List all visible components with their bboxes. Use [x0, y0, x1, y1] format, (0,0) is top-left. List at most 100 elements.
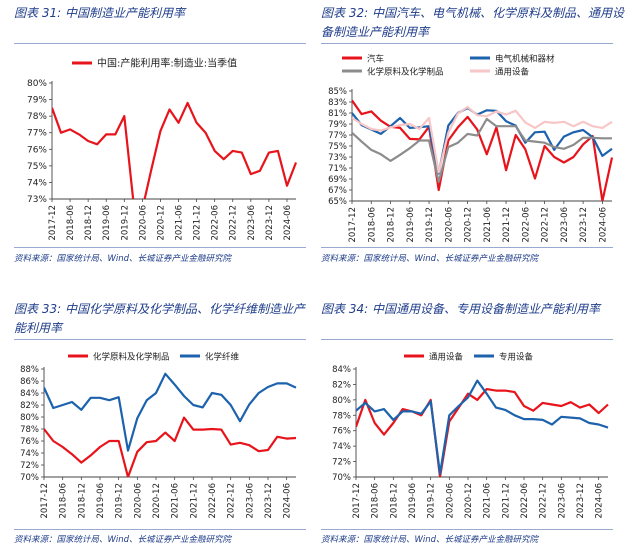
x-tick-label: 2022-12 — [227, 483, 237, 519]
x-tick-label: 2023-06 — [557, 483, 567, 519]
y-tick-label: 76% — [27, 145, 47, 155]
x-tick-label: 2022-06 — [520, 483, 530, 519]
y-tick-label: 80% — [20, 413, 39, 423]
y-tick-label: 81% — [328, 109, 347, 119]
x-tick-label: 2023-12 — [264, 483, 274, 519]
y-tick-label: 74% — [27, 178, 47, 188]
chart-3: 化学原料及化学制品 化学纤维 70% 72% 74% 76% 78% 80% 82% 84% 86%… — [20, 352, 297, 519]
y-tick-label: 78% — [20, 425, 39, 435]
x-tick-label: 2022-06 — [208, 483, 218, 519]
y-tick-label: 80% — [332, 396, 351, 406]
x-tick-label: 2024-06 — [283, 205, 293, 241]
x-tick-label: 2019-06 — [408, 483, 418, 519]
y-tick-label: 70% — [20, 473, 39, 483]
x-tick-label: 2018-06 — [66, 205, 76, 241]
figure-31-rule — [14, 43, 306, 44]
x-tick-label: 2021-12 — [502, 207, 512, 243]
y-tick-label: 75% — [27, 162, 47, 172]
series-line — [352, 106, 613, 175]
y-tick-label: 73% — [328, 153, 347, 163]
y-tick-label: 84% — [332, 365, 351, 375]
x-tick-label: 2018-06 — [59, 483, 69, 519]
x-tick-label: 2021-06 — [483, 483, 493, 519]
figure-33-title-text: 中国化学原料及化学制品、化学纤维制造业产能利用率 — [14, 302, 305, 335]
y-tick-label: 86% — [20, 377, 39, 387]
series-line — [356, 387, 609, 477]
x-tick-label: 2019-12 — [425, 207, 435, 243]
x-tick-label: 2018-12 — [84, 205, 94, 241]
y-tick-label: 80% — [27, 79, 47, 89]
y-tick-label: 84% — [20, 389, 39, 399]
x-tick-label: 2020-12 — [156, 205, 166, 241]
y-tick-label: 76% — [332, 427, 351, 437]
figure-33-title: 图表 33: 中国化学原料及化学制品、化学纤维制造业产能利用率 — [14, 300, 314, 338]
chart-4: 通用设备 专用设备 70% 72% 74% 76% 78% 80% 82% 84% 2017-12 2… — [332, 352, 609, 519]
figure-31-title-text: 中国制造业产能利用率 — [64, 6, 185, 20]
y-tick-label: 75% — [328, 142, 347, 152]
x-tick-label: 2022-12 — [229, 205, 239, 241]
x-tick-label: 2023-12 — [579, 207, 589, 243]
legend-label: 电气机械和器材 — [495, 54, 555, 65]
x-tick-label: 2023-06 — [245, 483, 255, 519]
x-tick-label: 2019-06 — [102, 205, 112, 241]
chart-1: 中国:产能利用率:制造业:当季值 73% 74% 75% 76% 77% 78% 79% 80%… — [27, 57, 298, 241]
x-tick-label: 2020-06 — [445, 483, 455, 519]
figure-32-title-text: 中国汽车、电气机械、化学原料及制品、通用设备制造业产能利用率 — [321, 6, 624, 39]
series-line — [352, 105, 613, 174]
y-tick-label: 77% — [328, 131, 347, 141]
x-tick-label: 2019-12 — [115, 483, 125, 519]
y-tick-label: 74% — [332, 442, 351, 452]
x-tick-label: 2020-12 — [464, 483, 474, 519]
x-tick-label: 2017-12 — [348, 207, 358, 243]
x-tick-label: 2022-06 — [521, 207, 531, 243]
y-tick-label: 70% — [332, 473, 351, 483]
x-tick-label: 2021-12 — [193, 205, 203, 241]
series-line — [356, 379, 609, 475]
y-tick-label: 88% — [20, 365, 39, 375]
figure-33-label: 图表 33: — [14, 302, 62, 316]
figure-34-rule — [321, 339, 613, 340]
x-tick-label: 2018-12 — [387, 207, 397, 243]
x-tick-label: 2021-06 — [175, 205, 185, 241]
y-tick-label: 77% — [27, 129, 47, 139]
figure-32-label: 图表 32: — [321, 6, 369, 20]
x-tick-label: 2019-12 — [120, 205, 130, 241]
figure-32-title: 图表 32: 中国汽车、电气机械、化学原料及制品、通用设备制造业产能利用率 — [321, 4, 626, 42]
y-tick-label: 72% — [20, 461, 39, 471]
legend-label: 专用设备 — [499, 352, 534, 363]
x-tick-label: 2017-12 — [48, 205, 58, 241]
x-tick-label: 2019-06 — [406, 207, 416, 243]
x-tick-label: 2018-12 — [389, 483, 399, 519]
figure-33-source: 资料来源：国家统计局、Wind、长城证券产业金融研究院 — [14, 535, 232, 545]
figure-33-rule — [14, 339, 306, 340]
x-tick-label: 2019-06 — [96, 483, 106, 519]
series-line — [44, 372, 297, 452]
x-tick-label: 2021-06 — [171, 483, 181, 519]
x-tick-label: 2022-06 — [211, 205, 221, 241]
legend-label: 化学原料及化学制品 — [367, 67, 444, 78]
x-tick-label: 2018-12 — [77, 483, 87, 519]
y-tick-label: 67% — [328, 186, 347, 196]
x-tick-label: 2020-12 — [464, 207, 474, 243]
legend-label: 通用设备 — [429, 352, 464, 363]
y-tick-label: 82% — [332, 380, 351, 390]
x-tick-label: 2020-12 — [152, 483, 162, 519]
x-tick-label: 2022-12 — [541, 207, 551, 243]
x-tick-label: 2017-12 — [352, 483, 362, 519]
y-tick-label: 79% — [27, 96, 47, 106]
x-tick-label: 2023-12 — [576, 483, 586, 519]
x-tick-label: 2021-12 — [189, 483, 199, 519]
figure-34-title: 图表 34: 中国通用设备、专用设备制造业产能利用率 — [321, 300, 626, 319]
series-line — [44, 416, 297, 477]
x-tick-label: 2024-06 — [283, 483, 293, 519]
x-tick-label: 2021-12 — [501, 483, 511, 519]
y-tick-label: 78% — [27, 112, 47, 122]
figure-33-rule-bottom — [14, 529, 306, 530]
y-tick-label: 85% — [328, 87, 347, 97]
x-tick-label: 2023-06 — [247, 205, 257, 241]
y-tick-label: 74% — [20, 449, 39, 459]
y-tick-label: 82% — [20, 401, 39, 411]
x-tick-label: 2019-12 — [427, 483, 437, 519]
y-tick-label: 69% — [328, 175, 347, 185]
